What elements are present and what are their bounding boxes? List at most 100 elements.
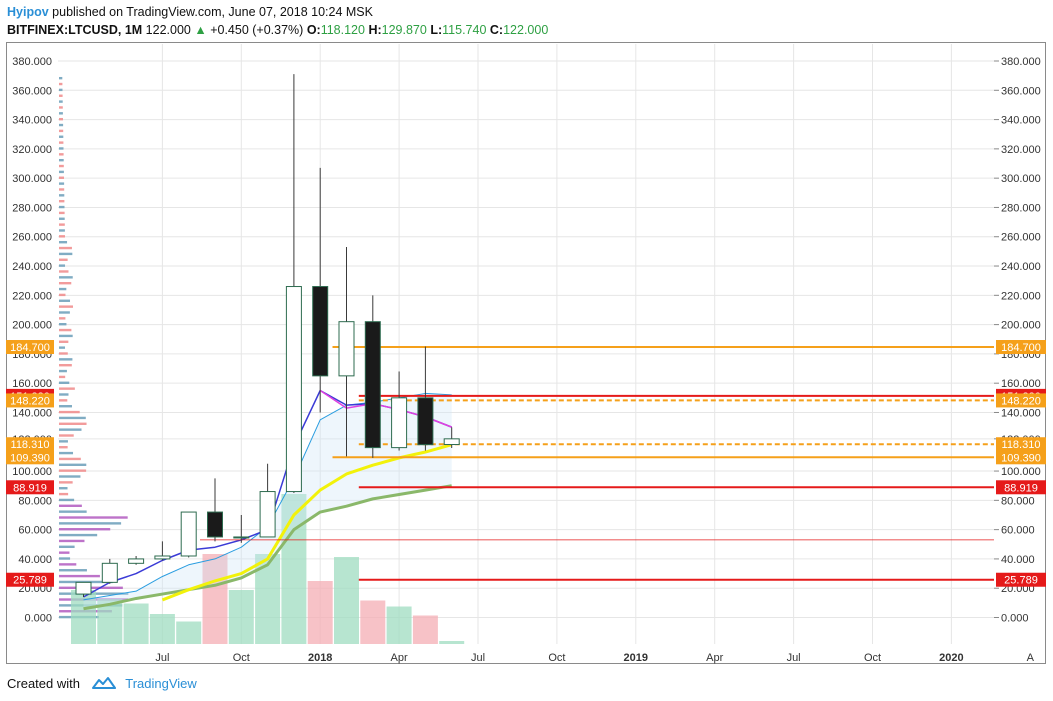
volume-profile-bar [59, 451, 74, 455]
y-tick-label-left: 260.000 [12, 232, 52, 244]
volume-profile-bar [59, 569, 87, 572]
volume-bar [386, 606, 412, 644]
y-tick-label-left: 200.000 [12, 320, 52, 332]
volume-profile-bar [59, 533, 98, 537]
right-price-badge-label: 25.789 [1004, 575, 1038, 587]
volume-profile-bar [59, 287, 67, 291]
volume-profile-bar [59, 82, 63, 86]
y-tick-label-left: 60.000 [18, 525, 52, 537]
y-tick-label-left: 280.000 [12, 202, 52, 214]
y-tick-label-left: 140.000 [12, 407, 52, 419]
volume-profile-bar [59, 252, 73, 256]
volume-profile-bar [59, 364, 72, 367]
volume-profile-bar [59, 381, 70, 384]
volume-profile-bar [59, 387, 75, 390]
candle-body [101, 562, 118, 583]
volume-profile-bar [59, 235, 65, 238]
volume-profile-bar [59, 405, 72, 408]
ma-green-line [83, 484, 452, 611]
volume-profile-bar [59, 334, 73, 338]
volume-profile-bar [59, 358, 73, 361]
volume-profile-bar [59, 164, 64, 168]
author-link[interactable]: Hyipov [7, 5, 49, 19]
volume-profile-bar [59, 522, 122, 525]
left-price-badge [6, 393, 54, 408]
volume-bar [202, 554, 228, 644]
candle-body [391, 397, 408, 449]
volume-profile-bar [59, 487, 68, 490]
x-tick-label: A [1027, 652, 1035, 664]
volume-profile-bar [59, 141, 64, 144]
volume-profile-bar [59, 557, 71, 560]
volume-profile-bar [59, 328, 72, 332]
y-tick-label-left: 240.000 [12, 261, 52, 273]
candle-body [364, 321, 381, 449]
volume-profile-bar [59, 299, 71, 302]
left-price-badge-label: 118.310 [11, 439, 50, 451]
right-price-badge-label: 184.700 [1001, 342, 1041, 354]
y-tick-label-left: 380.000 [12, 56, 52, 68]
volume-profile-bar [59, 135, 64, 138]
y-tick-label-right: 40.000 [1001, 554, 1035, 566]
y-tick-label-right: 0.000 [1001, 613, 1029, 625]
right-price-badge [996, 572, 1046, 587]
y-tick-label-left: 0.000 [24, 613, 52, 625]
y-tick-label-right: 140.000 [1001, 407, 1041, 419]
right-price-badge-label: 109.390 [1001, 452, 1041, 464]
right-price-badge [996, 437, 1046, 452]
left-price-badge [6, 450, 54, 465]
volume-profile-bar [59, 469, 87, 472]
published-text: published on TradingView.com, June 07, 2… [48, 5, 373, 19]
candle-body [259, 491, 276, 538]
candle-body [207, 511, 223, 538]
volume-profile-bar [59, 88, 63, 92]
volume-profile-bar [59, 475, 81, 478]
volume-profile-bar [59, 123, 64, 127]
volume-profile-bar [59, 369, 67, 373]
x-tick-label: Jul [471, 652, 485, 664]
volume-profile-bar [59, 545, 75, 549]
volume-profile-bar [59, 440, 68, 443]
volume-profile-bar [59, 258, 68, 261]
tradingview-link[interactable]: TradingView [125, 676, 197, 691]
volume-profile-bar [59, 375, 66, 379]
candle-body [180, 511, 197, 557]
x-tick-label: Apr [706, 652, 723, 664]
volume-profile-bar [59, 428, 82, 431]
high-key: H: [368, 23, 382, 37]
volume-profile-bar [59, 434, 74, 437]
volume-profile-bar [59, 170, 64, 174]
x-tick-label: Oct [864, 652, 881, 664]
left-price-badge-label: 25.789 [13, 575, 47, 587]
volume-profile-bar [59, 323, 67, 326]
tradingview-logo-icon[interactable] [91, 676, 116, 690]
high-value: 129.870 [381, 23, 427, 37]
volume-profile-bar [59, 399, 68, 402]
volume-profile-bar [59, 246, 72, 250]
volume-bar [334, 557, 359, 644]
volume-bar [360, 600, 386, 644]
volume-bar [281, 494, 307, 644]
volume-bar [307, 581, 333, 644]
y-tick-label-left: 320.000 [12, 144, 52, 156]
volume-profile-bar [59, 76, 63, 80]
volume-profile-bar [59, 346, 66, 349]
volume-profile-bar [59, 117, 63, 121]
volume-profile-bar [59, 481, 73, 484]
volume-profile-bar [59, 410, 80, 414]
low-key: L: [430, 23, 443, 37]
right-price-badge [996, 340, 1046, 355]
volume-profile-bar [59, 563, 77, 566]
y-tick-label-right: 360.000 [1001, 85, 1041, 97]
volume-profile-bar [59, 293, 66, 297]
publish-line: Hyipov published on TradingView.com, Jun… [7, 4, 373, 20]
candle-body [443, 438, 460, 446]
volume-profile-bar [59, 270, 69, 273]
y-tick-label-left: 340.000 [12, 115, 52, 127]
volume-profile-bar [59, 176, 64, 179]
volume-profile-bar [59, 194, 65, 197]
candle-body [128, 558, 145, 564]
volume-profile-bar [59, 153, 64, 156]
right-price-badge-label: 148.220 [1001, 395, 1041, 407]
